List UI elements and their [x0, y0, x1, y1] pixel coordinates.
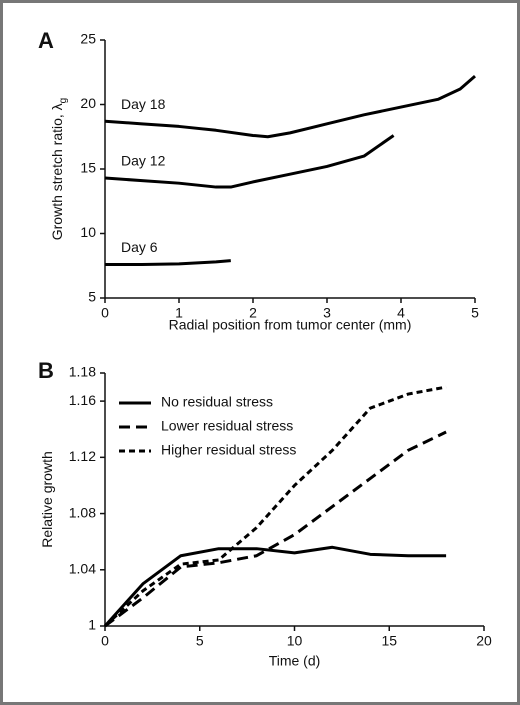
- x-tick-label: 3: [323, 305, 331, 321]
- y-tick-label: 25: [80, 31, 96, 47]
- line: [104, 74, 476, 139]
- legend-label: No residual stress: [161, 394, 273, 410]
- y-tick-label: 1: [88, 617, 96, 633]
- line: [103, 545, 447, 628]
- y-tick-label: 5: [88, 289, 96, 305]
- panel-label: A: [38, 28, 54, 53]
- line: [104, 134, 395, 189]
- x-tick-label: 20: [476, 633, 492, 649]
- y-tick-label: 1.18: [69, 364, 96, 380]
- y-axis-label-subscript: g: [58, 98, 69, 104]
- x-tick-label: 2: [249, 305, 257, 321]
- x-tick-label: 0: [101, 305, 109, 321]
- y-axis-label: Growth stretch ratio, λg: [49, 98, 69, 241]
- y-tick-label: 1.12: [69, 448, 96, 464]
- x-axis-label: Time (d): [269, 653, 321, 669]
- line: [105, 259, 231, 266]
- x-axis-label: Radial position from tumor center (mm): [169, 317, 412, 333]
- x-tick-label: 0: [101, 633, 109, 649]
- y-axis-label: Relative growth: [39, 451, 55, 548]
- line: [103, 385, 447, 628]
- y-tick-label: 10: [80, 224, 96, 240]
- legend-label: Lower residual stress: [161, 418, 293, 434]
- x-tick-label: 10: [287, 633, 303, 649]
- legend-label: Higher residual stress: [161, 442, 296, 458]
- y-tick-label: 1.04: [69, 560, 96, 576]
- x-tick-label: 15: [381, 633, 397, 649]
- y-tick-label: 20: [80, 95, 96, 111]
- x-tick-label: 5: [196, 633, 204, 649]
- y-tick-label: 15: [80, 160, 96, 176]
- x-tick-label: 5: [471, 305, 479, 321]
- y-axis-label-text: Relative growth: [39, 451, 55, 548]
- y-axis-label-text: Growth stretch ratio, λ: [49, 103, 65, 240]
- panel-label: B: [38, 358, 54, 383]
- line: [104, 430, 447, 628]
- y-tick-label: 1.08: [69, 504, 96, 520]
- x-tick-label: 1: [175, 305, 183, 321]
- series-label: Day 12: [121, 153, 166, 169]
- x-tick-label: 4: [397, 305, 405, 321]
- y-tick-label: 1.16: [69, 392, 96, 408]
- series-label: Day 6: [121, 239, 158, 255]
- series-label: Day 18: [121, 96, 166, 112]
